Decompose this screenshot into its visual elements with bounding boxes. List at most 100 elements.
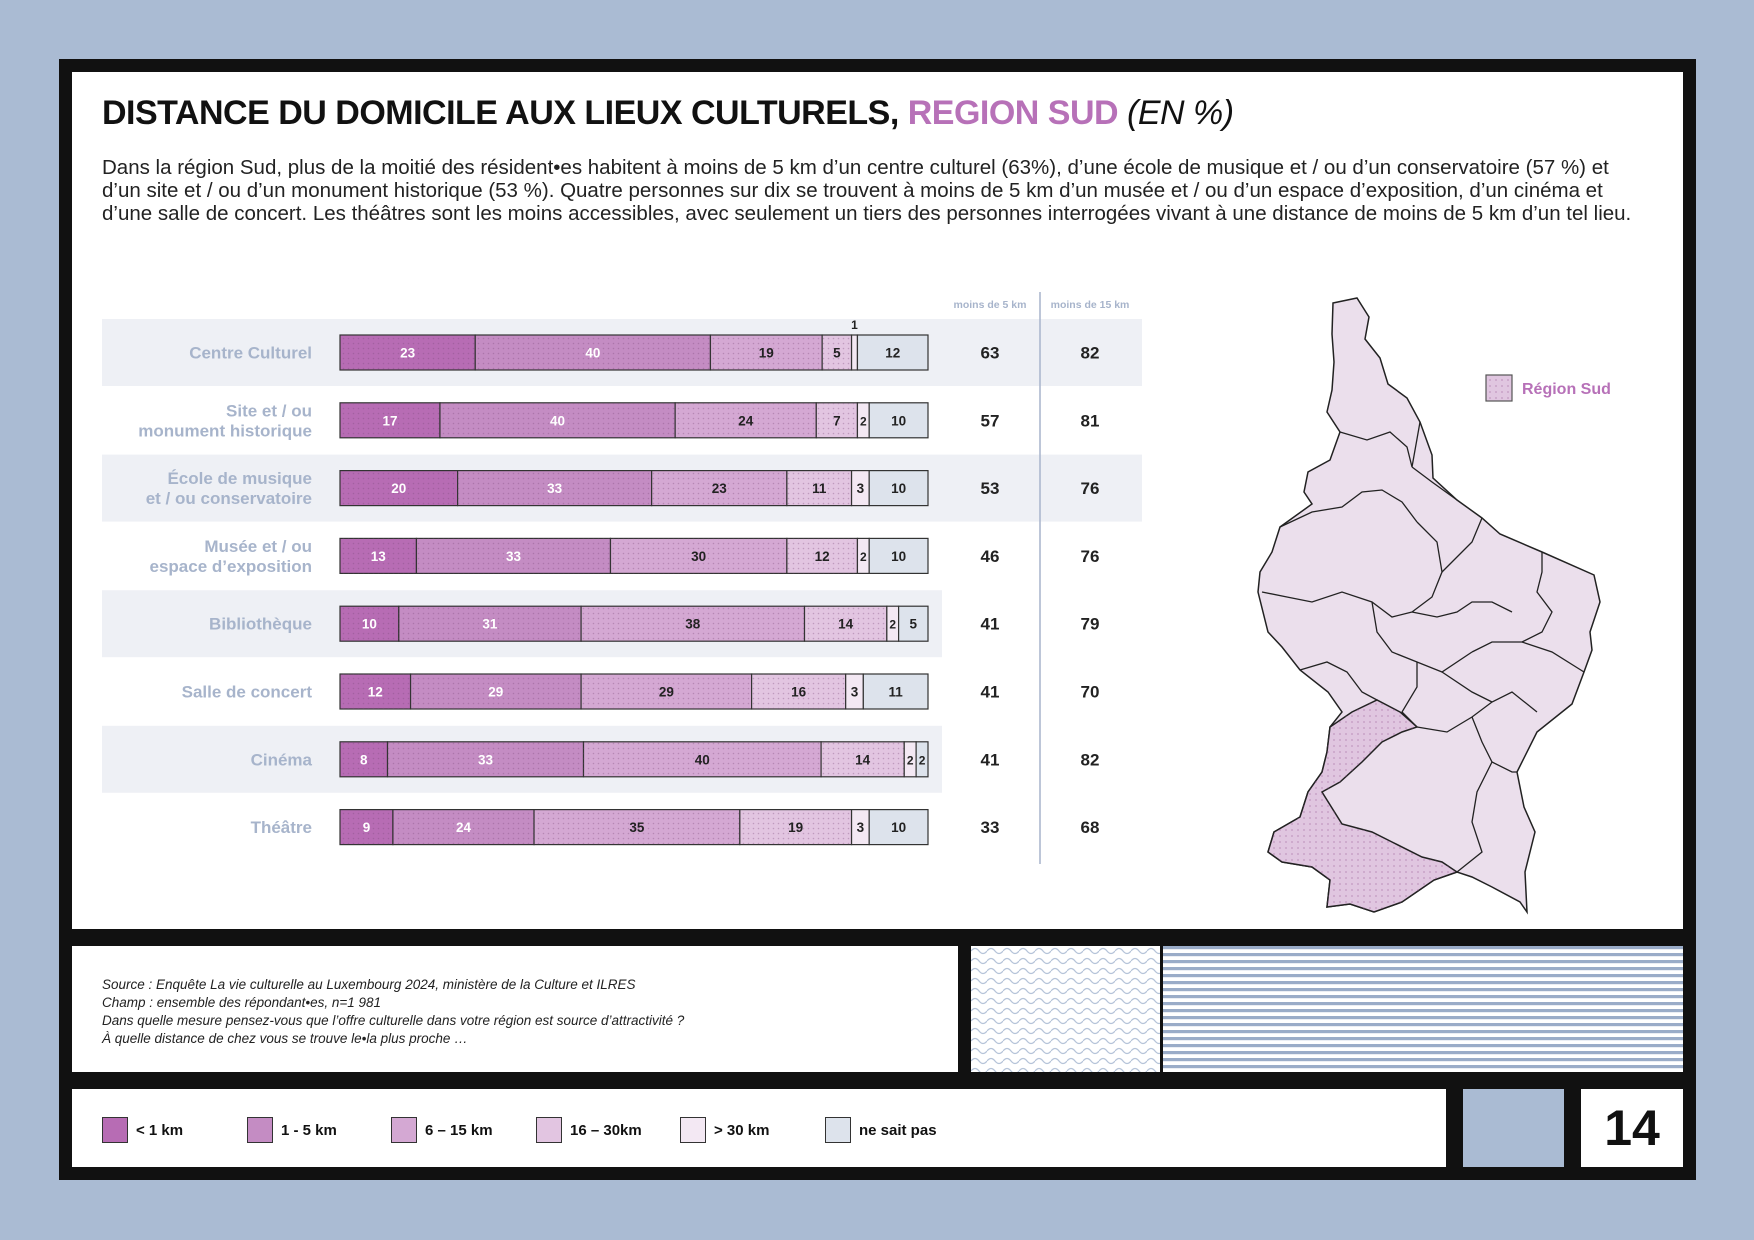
bar-value-label: 2 [919,753,926,767]
column-value: 82 [1081,344,1100,363]
bar-value-label: 8 [360,752,368,767]
bar-value-label: 11 [889,685,904,700]
category-label: Bibliothèque [209,615,312,634]
column-value: 76 [1081,479,1100,498]
legend-item: 1 - 5 km [247,1117,337,1143]
bar-segment [897,605,929,642]
bar-segment [856,334,929,371]
source-line: Source : Enquête La vie culturelle au Lu… [102,977,636,992]
column-value: 53 [981,479,1000,498]
bar-segment-texture [651,470,787,506]
title-unit: (EN %) [1127,94,1234,132]
stacked-bar-chart: moins de 5 km moins de 15 km Centre Cultur… [102,292,1611,915]
bar-value-label: 33 [506,549,522,564]
legend-swatch [536,1117,562,1143]
title-main: DISTANCE DU DOMICILE AUX LIEUX CULTURELS… [102,94,899,132]
bar-value-label: 38 [685,617,701,632]
bar-value-label: 17 [382,413,397,428]
bar-value-label: 19 [759,346,774,361]
bar-value-label: 2 [907,753,914,767]
bar-segment [862,673,929,710]
legend-swatch [680,1117,706,1143]
bar-segment [868,537,929,574]
bar-segment-texture [387,741,584,777]
bar-value-label: 24 [456,820,472,835]
bar-value-label: 33 [547,481,563,496]
legend-item: 6 – 15 km [391,1117,493,1143]
column-value: 33 [981,818,1000,837]
bar-value-label: 2 [860,414,867,428]
legend-swatch [391,1117,417,1143]
category-label: École de musique [167,469,312,488]
category-label: monument historique [138,421,312,440]
wave-pattern-panel [971,946,1160,1072]
category-label: et / ou conservatoire [146,489,312,508]
category-label: Théâtre [251,818,312,837]
bar-segment-texture [816,402,858,438]
category-label: Cinéma [251,750,313,769]
bar-segment-texture [410,674,582,709]
stripe-pattern [1163,946,1683,1072]
legend-swatch [825,1117,851,1143]
bar-value-label: 1 [851,318,858,332]
bar-value-label: 19 [788,820,803,835]
bar-segment-texture [340,741,388,777]
legend-label: 16 – 30km [570,1121,642,1139]
bar-value-label: 2 [889,618,896,632]
bar-segment-texture [398,606,582,642]
category-label: Musée et / ou [204,537,312,556]
title-region: REGION SUD [907,94,1119,132]
bar-segment [915,741,929,778]
intro-text: Dans la région Sud, plus de la moitié de… [102,156,1632,225]
bar-segment-texture [392,809,535,845]
bar-segment [868,402,929,439]
stripe-pattern-panel [1163,946,1683,1072]
bar-segment-texture [340,606,399,642]
bar-value-label: 12 [815,549,830,564]
bar-segment-texture [340,538,417,574]
bar-value-label: 29 [659,685,674,700]
legend-item: < 1 km [102,1117,183,1143]
bar-value-label: 11 [812,481,827,496]
bar-value-label: 3 [851,685,859,700]
column-header: moins de 5 km [954,299,1027,311]
bar-segment-texture [822,335,852,370]
map-legend-label: Région Sud [1522,381,1611,398]
column-value: 57 [981,411,1000,430]
bar-value-label: 10 [891,549,906,564]
bar-segment-texture [804,606,887,642]
source-line: À quelle distance de chez vous se trouve… [102,1031,468,1046]
bar-segment-texture [786,538,858,574]
bar-value-label: 35 [629,820,645,835]
bar-value-label: 13 [371,549,387,564]
category-label: espace d’exposition [150,557,313,576]
legend-label: < 1 km [136,1121,184,1139]
column-value: 41 [981,750,1000,769]
decorative-blue-box [1463,1089,1564,1167]
bar-segment-texture [340,335,476,370]
bar-value-label: 10 [891,820,906,835]
category-label: Centre Culturel [189,344,312,363]
category-label: Site et / ou [226,401,312,420]
bar-segment-texture [475,335,711,370]
bar-segment-texture [534,809,740,845]
bar-value-label: 9 [363,820,371,835]
legend-panel: < 1 km 1 - 5 km 6 – 15 km 16 – 30km > 30… [72,1089,1446,1167]
bar-segment [850,334,859,371]
legend-swatch [102,1117,128,1143]
bar-value-label: 16 [791,685,807,700]
column-value: 82 [1081,750,1100,769]
bar-value-label: 24 [738,413,754,428]
category-label: Salle de concert [182,683,313,702]
luxembourg-map: Région Sud [1257,297,1611,915]
bar-value-label: 40 [695,752,710,767]
bar-value-label: 40 [585,346,600,361]
source-panel: Source : Enquête La vie culturelle au Lu… [72,946,958,1072]
bar-segment-texture [821,741,905,777]
page-number: 14 [1604,1100,1660,1156]
bar-value-label: 10 [362,617,377,632]
column-value: 70 [1081,683,1100,702]
column-value: 76 [1081,547,1100,566]
bar-value-label: 29 [488,685,503,700]
legend-label: 1 - 5 km [281,1121,337,1139]
